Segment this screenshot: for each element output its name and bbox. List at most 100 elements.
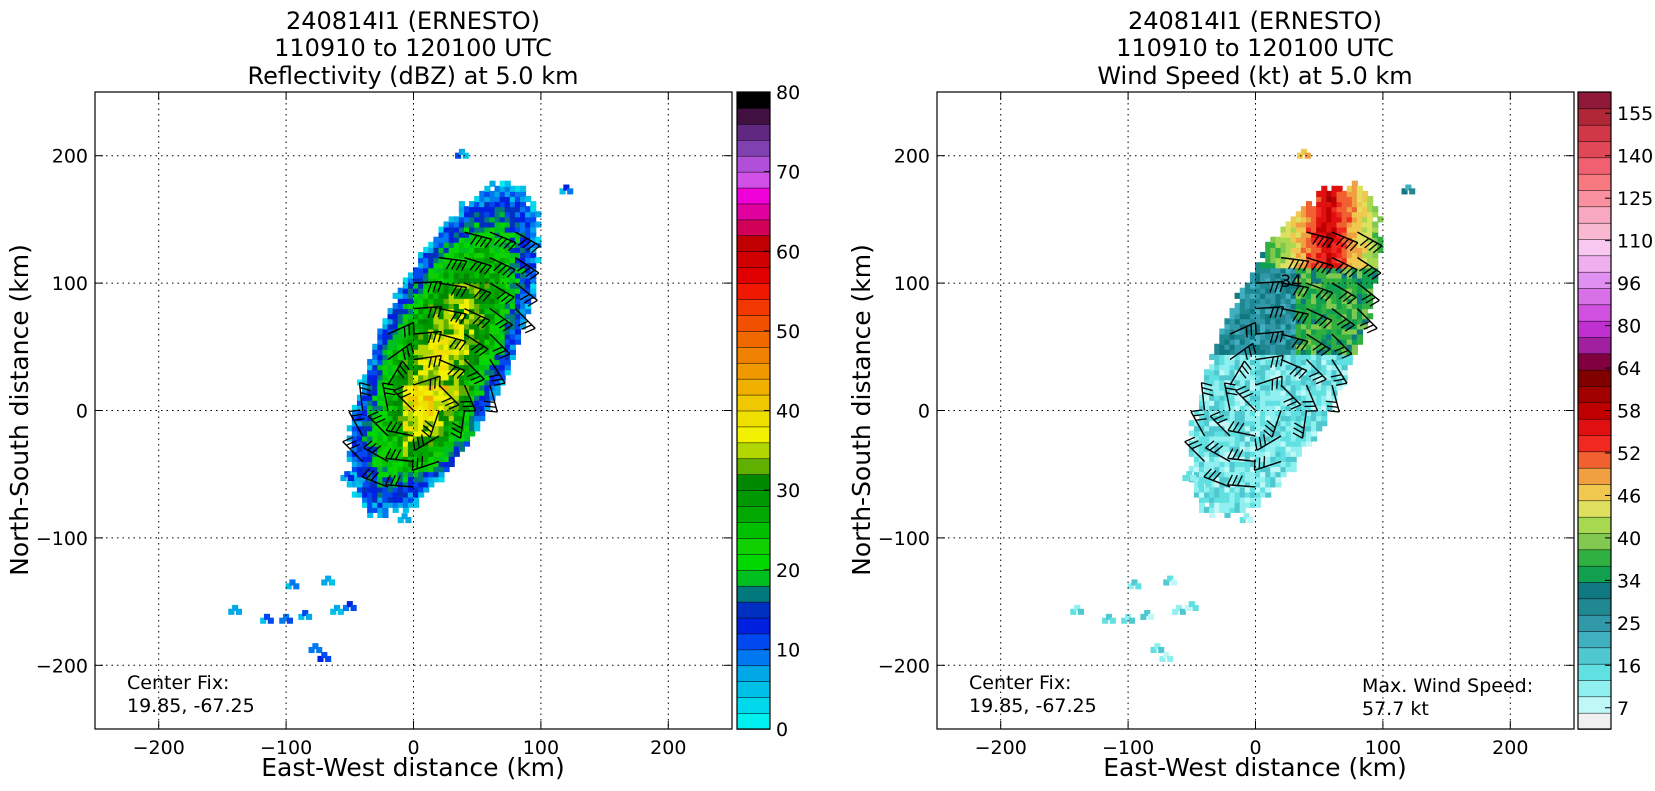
field-cell	[1078, 609, 1084, 615]
y-tick-label: −200	[878, 655, 930, 677]
colorbar-segment	[1578, 239, 1611, 256]
colorbar-segment	[1578, 206, 1611, 223]
colorbar-segment	[1578, 272, 1611, 289]
field-cell	[1193, 605, 1199, 611]
field-cell	[363, 481, 369, 487]
colorbar-segment	[1578, 517, 1611, 534]
colorbar-tick-label: 155	[1617, 103, 1653, 125]
colorbar-segment	[737, 235, 770, 251]
colorbar-segment	[737, 188, 770, 204]
colorbar-segment	[737, 713, 770, 729]
colorbar-segment	[737, 219, 770, 235]
colorbar-segment	[1578, 435, 1611, 452]
panel-title-line-3: Reflectivity (dBZ) at 5.0 km	[248, 62, 579, 90]
colorbar-segment	[737, 140, 770, 156]
field-cell	[1247, 517, 1253, 523]
colorbar-tick-label: 40	[776, 401, 800, 423]
colorbar-tick-label: 52	[1617, 443, 1641, 465]
colorbar-segment	[737, 379, 770, 395]
field-cell	[1110, 618, 1116, 624]
field-cell	[1372, 206, 1378, 212]
center-fix-value: 19.85, -67.25	[127, 695, 255, 717]
colorbar-segment	[737, 681, 770, 697]
field-cell	[1367, 196, 1373, 202]
field-cell	[1148, 614, 1154, 620]
colorbar-segment	[737, 586, 770, 602]
colorbar-segment	[1578, 598, 1611, 615]
field-cell	[1171, 579, 1177, 585]
wind-speed-panel: 240814I1 (ERNESTO) 110910 to 120100 UTC …	[847, 7, 1653, 782]
colorbar-segment	[1578, 223, 1611, 240]
field-cell	[567, 188, 573, 194]
colorbar-segment	[737, 522, 770, 538]
colorbar-tick-label: 80	[1617, 316, 1641, 338]
colorbar-segment	[1578, 92, 1611, 109]
colorbar-segment	[1578, 582, 1611, 599]
colorbar-segment	[737, 570, 770, 586]
field-cell	[1205, 481, 1211, 487]
y-tick-label: 200	[52, 146, 88, 168]
colorbar-tick-label: 16	[1617, 655, 1641, 677]
colorbar-tick-label: 96	[1617, 273, 1641, 295]
colorbar-segment	[1578, 647, 1611, 664]
colorbar-segment	[737, 92, 770, 108]
y-tick-label: 100	[894, 273, 930, 295]
colorbar-segment	[737, 474, 770, 490]
colorbar-segment	[737, 618, 770, 634]
colorbar-segment	[737, 649, 770, 665]
field-cell	[348, 475, 354, 481]
colorbar-segment	[1578, 304, 1611, 321]
field-cell	[287, 618, 293, 624]
y-tick-label: −100	[878, 528, 930, 550]
panel-title-line-1: 240814I1 (ERNESTO)	[1128, 7, 1382, 35]
colorbar-segment	[1578, 468, 1611, 485]
colorbar-tick-label: 125	[1617, 188, 1653, 210]
field-cell	[1129, 618, 1135, 624]
x-tick-label: −200	[975, 737, 1027, 759]
colorbar-segment	[737, 203, 770, 219]
colorbar-segment	[737, 426, 770, 442]
field-cell	[351, 605, 357, 611]
wind-barb-feather	[435, 378, 436, 389]
panel-title-line-1: 240814I1 (ERNESTO)	[286, 7, 540, 35]
x-tick-label: −200	[133, 737, 185, 759]
wind-barb-feather	[430, 379, 431, 390]
colorbar-segment	[737, 633, 770, 649]
colorbar-segment	[737, 665, 770, 681]
colorbar-tick-label: 50	[776, 321, 800, 343]
colorbar-segment	[1578, 664, 1611, 681]
colorbar-segment	[737, 283, 770, 299]
wind-barb-feather	[1254, 459, 1255, 470]
y-axis-label: North-South distance (km)	[847, 244, 876, 576]
field-cell	[293, 583, 299, 589]
field-cell	[405, 517, 411, 523]
colorbar-tick-label: 70	[776, 162, 800, 184]
wind-barb-feather	[414, 322, 415, 333]
colorbar-segment	[1578, 321, 1611, 338]
wind-contour-labels: 34	[1280, 272, 1302, 292]
field-cell	[268, 618, 274, 624]
colorbar-tick-label: 34	[1617, 570, 1641, 592]
wind-barb-feather	[412, 459, 413, 470]
colorbar-segment	[737, 331, 770, 347]
y-tick-label: 0	[76, 401, 88, 423]
colorbar-tick-label: 60	[776, 241, 800, 263]
y-tick-label: 200	[894, 146, 930, 168]
x-axis-label: East-West distance (km)	[1103, 753, 1407, 782]
field-cell	[329, 579, 335, 585]
panel-title-line-2: 110910 to 120100 UTC	[274, 34, 552, 62]
max-wind-label: Max. Wind Speed:	[1362, 675, 1533, 697]
colorbar-segment	[737, 108, 770, 124]
y-tick-label: 100	[52, 273, 88, 295]
colorbar-tick-label: 46	[1617, 485, 1641, 507]
colorbar-segment	[737, 697, 770, 713]
max-wind-value: 57.7 kt	[1362, 698, 1429, 720]
colorbar-segment	[737, 602, 770, 618]
x-axis-label: East-West distance (km)	[261, 753, 565, 782]
wind-barb-feather	[1256, 322, 1257, 333]
colorbar-segment	[737, 172, 770, 188]
colorbar-segment	[737, 395, 770, 411]
field-cell	[520, 186, 526, 192]
colorbar-tick-label: 140	[1617, 146, 1653, 168]
